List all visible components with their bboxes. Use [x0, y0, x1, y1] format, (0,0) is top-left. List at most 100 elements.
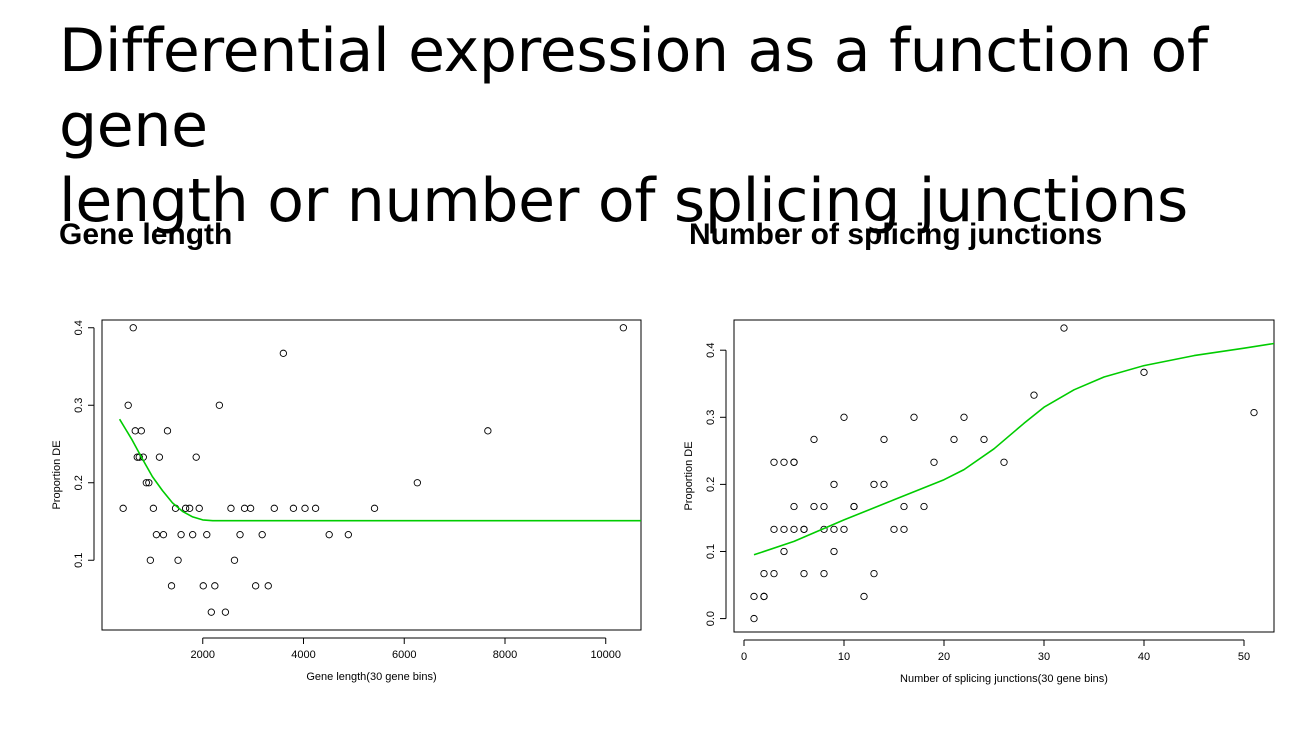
data-point	[1030, 391, 1038, 399]
data-point	[199, 582, 207, 590]
data-point	[279, 349, 287, 357]
data-point	[790, 525, 798, 533]
data-point	[810, 435, 818, 444]
data-point	[221, 608, 230, 616]
data-point	[289, 504, 298, 512]
x-axis-label: Gene length(30 gene bins)	[306, 671, 436, 683]
data-point	[174, 556, 182, 564]
data-point	[149, 504, 158, 512]
slide-title-line-1: Differential expression as a function of…	[59, 16, 1208, 161]
data-point	[810, 502, 818, 511]
data-point	[195, 504, 203, 512]
gene-length-scatter-plot: 2000 4000 6000 8000 10000 Gene length(30 gene…	[51, 319, 642, 683]
x-tick-label: 30	[1038, 651, 1050, 663]
splicing-junctions-heading: Number of splicing junctions	[689, 218, 1103, 251]
y-tick-label: 0.4	[73, 320, 85, 335]
x-tick-label: 0	[741, 651, 747, 663]
data-point	[370, 504, 379, 512]
y-axis-label: Proportion DE	[51, 440, 63, 509]
x-tick-label: 20	[938, 651, 950, 663]
y-tick-label: 0.4	[705, 343, 717, 358]
x-tick-label: 4000	[291, 649, 315, 661]
data-point	[820, 569, 828, 578]
data-point	[830, 525, 838, 533]
x-tick-label: 10	[838, 651, 850, 663]
plot-frame	[101, 319, 642, 631]
data-point	[910, 413, 918, 421]
data-point	[129, 324, 137, 332]
y-tick-label: 0.3	[73, 398, 85, 413]
data-point	[1060, 324, 1068, 332]
slide-title: Differential expression as a function of…	[59, 14, 1279, 239]
data-point	[860, 592, 868, 601]
x-tick-label: 2000	[191, 649, 215, 661]
data-point	[870, 569, 878, 578]
data-point	[850, 502, 858, 511]
data-point	[760, 569, 768, 578]
data-point	[1250, 408, 1258, 417]
data-point	[240, 504, 249, 512]
data-point	[119, 504, 127, 512]
data-point	[830, 480, 838, 489]
data-point	[760, 592, 768, 601]
x-tick-label: 8000	[493, 649, 517, 661]
y-tick-label: 0.3	[705, 410, 717, 425]
data-point	[930, 458, 938, 466]
data-point	[1140, 368, 1148, 376]
data-point	[189, 531, 197, 539]
data-point	[203, 531, 211, 539]
data-point	[152, 531, 161, 539]
data-point	[1000, 458, 1008, 466]
slide-title-line-2: length or number of splicing junctions	[59, 166, 1188, 236]
data-point	[207, 608, 215, 616]
fit-line	[118, 418, 641, 522]
data-point	[484, 427, 492, 435]
data-point	[270, 504, 278, 512]
fit-line	[753, 342, 1274, 556]
y-tick-label: 0.2	[705, 477, 717, 492]
data-point	[780, 547, 788, 556]
data-point	[124, 401, 132, 409]
data-point	[145, 479, 153, 487]
x-tick-label: 50	[1238, 651, 1250, 663]
data-point	[264, 582, 272, 590]
data-point	[780, 525, 788, 533]
data-point	[880, 435, 888, 444]
data-point	[950, 435, 958, 444]
data-point	[142, 479, 150, 487]
data-point	[790, 502, 798, 511]
data-point	[820, 502, 828, 511]
data-point	[750, 614, 758, 623]
x-tick-label: 10000	[590, 649, 621, 661]
data-point	[840, 525, 848, 533]
data-point	[258, 531, 266, 539]
data-point	[311, 504, 320, 512]
data-point	[800, 525, 808, 533]
data-point	[900, 525, 908, 533]
data-point	[750, 592, 758, 601]
plot-frame	[733, 319, 1275, 633]
y-tick-label: 0.1	[705, 544, 717, 559]
data-point	[227, 504, 235, 512]
data-point	[344, 531, 352, 539]
data-point	[177, 531, 185, 539]
data-point	[790, 458, 798, 466]
data-point	[146, 556, 155, 564]
data-point	[870, 480, 878, 489]
data-point	[246, 504, 255, 512]
data-point	[230, 556, 239, 564]
data-point	[181, 504, 190, 512]
y-tick-label: 0.2	[73, 475, 85, 490]
data-point	[800, 569, 808, 578]
data-point	[890, 525, 898, 533]
data-point	[159, 531, 168, 539]
data-point	[920, 502, 928, 511]
y-tick-label: 0.0	[705, 611, 717, 626]
data-point	[830, 547, 838, 556]
data-point	[840, 413, 848, 421]
data-point	[770, 458, 778, 466]
data-point	[236, 531, 244, 539]
data-point	[770, 569, 778, 578]
data-point	[880, 480, 888, 489]
data-point	[770, 525, 778, 533]
